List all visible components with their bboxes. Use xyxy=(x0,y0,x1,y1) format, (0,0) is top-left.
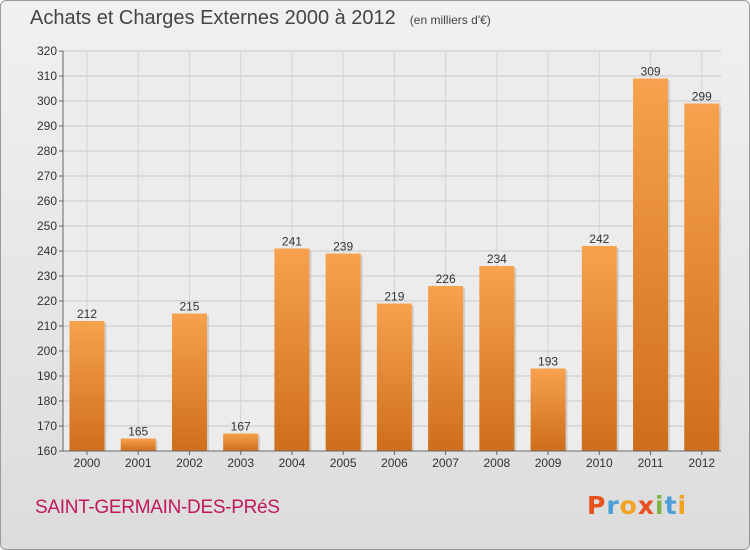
x-tick-label: 2002 xyxy=(176,456,203,470)
bar-value-label: 309 xyxy=(641,65,661,79)
proxiti-logo: Proxiti xyxy=(587,491,687,520)
y-tick-label: 300 xyxy=(37,94,57,108)
y-tick-label: 170 xyxy=(37,419,57,433)
bar xyxy=(581,246,617,451)
x-tick-label: 2007 xyxy=(432,456,459,470)
y-tick-label: 160 xyxy=(37,444,57,458)
y-tick-label: 260 xyxy=(37,194,57,208)
x-tick-label: 2012 xyxy=(688,456,715,470)
y-tick-label: 190 xyxy=(37,369,57,383)
commune-name: SAINT-GERMAIN-DES-PRéS xyxy=(35,497,280,518)
x-tick-label: 2001 xyxy=(125,456,152,470)
bar xyxy=(428,286,464,451)
bar xyxy=(684,103,720,451)
logo-letter: o xyxy=(619,491,638,520)
logo-letter: t xyxy=(664,491,678,520)
bar-value-label: 167 xyxy=(231,420,251,434)
bar-value-label: 165 xyxy=(128,425,148,439)
title-unit: (en milliers d'€) xyxy=(409,13,491,27)
x-tick-label: 2006 xyxy=(381,456,408,470)
bar-value-label: 299 xyxy=(692,90,712,104)
y-tick-label: 240 xyxy=(37,244,57,258)
logo-letter: x xyxy=(637,491,655,520)
bar-value-label: 234 xyxy=(487,252,507,266)
y-tick-label: 250 xyxy=(37,219,57,233)
y-tick-label: 230 xyxy=(37,269,57,283)
bar-value-label: 239 xyxy=(333,240,353,254)
bars: 212 165 215 167 241 239 219 226 234 193 242 309 299 xyxy=(69,65,722,451)
y-tick-label: 220 xyxy=(37,294,57,308)
logo-letter: i xyxy=(677,491,688,520)
bar-value-label: 242 xyxy=(589,232,609,246)
y-tick-label: 310 xyxy=(37,69,57,83)
bar xyxy=(633,78,669,451)
bar-value-label: 215 xyxy=(179,300,199,314)
x-tick-label: 2010 xyxy=(586,456,613,470)
logo-letter: i xyxy=(655,491,665,520)
y-tick-label: 280 xyxy=(37,144,57,158)
y-tick-label: 270 xyxy=(37,169,57,183)
chart-title: Achats et Charges Externes 2000 à 2012 (e… xyxy=(30,7,491,30)
bar xyxy=(479,266,515,451)
bar-value-label: 241 xyxy=(282,235,302,249)
bar xyxy=(69,321,105,451)
x-tick-label: 2011 xyxy=(638,456,664,470)
bar xyxy=(376,303,412,451)
bar xyxy=(325,253,361,451)
bar xyxy=(120,438,156,451)
axes: 160 170 180 190 200 210 220 230 240 250 260 270 280 2… xyxy=(37,44,721,470)
bar xyxy=(223,433,259,451)
x-tick-label: 2008 xyxy=(483,456,510,470)
logo-letter: r xyxy=(606,491,620,520)
x-tick-label: 2009 xyxy=(535,456,562,470)
bar xyxy=(274,248,310,451)
bar-value-label: 212 xyxy=(77,307,97,321)
title-text: Achats et Charges Externes 2000 à 2012 xyxy=(30,7,396,29)
bar-value-label: 193 xyxy=(538,355,558,369)
x-tick-label: 2004 xyxy=(279,456,306,470)
bar xyxy=(171,313,207,451)
x-tick-label: 2000 xyxy=(74,456,101,470)
logo-letter: P xyxy=(587,491,607,520)
x-tick-label: 2003 xyxy=(227,456,254,470)
bar xyxy=(530,368,566,451)
y-tick-label: 210 xyxy=(37,319,57,333)
y-tick-label: 180 xyxy=(37,394,57,408)
x-tick-label: 2005 xyxy=(330,456,357,470)
bar-value-label: 226 xyxy=(436,272,456,286)
y-tick-label: 290 xyxy=(37,119,57,133)
y-tick-label: 320 xyxy=(37,44,57,58)
y-tick-label: 200 xyxy=(37,344,57,358)
bar-value-label: 219 xyxy=(384,290,404,304)
